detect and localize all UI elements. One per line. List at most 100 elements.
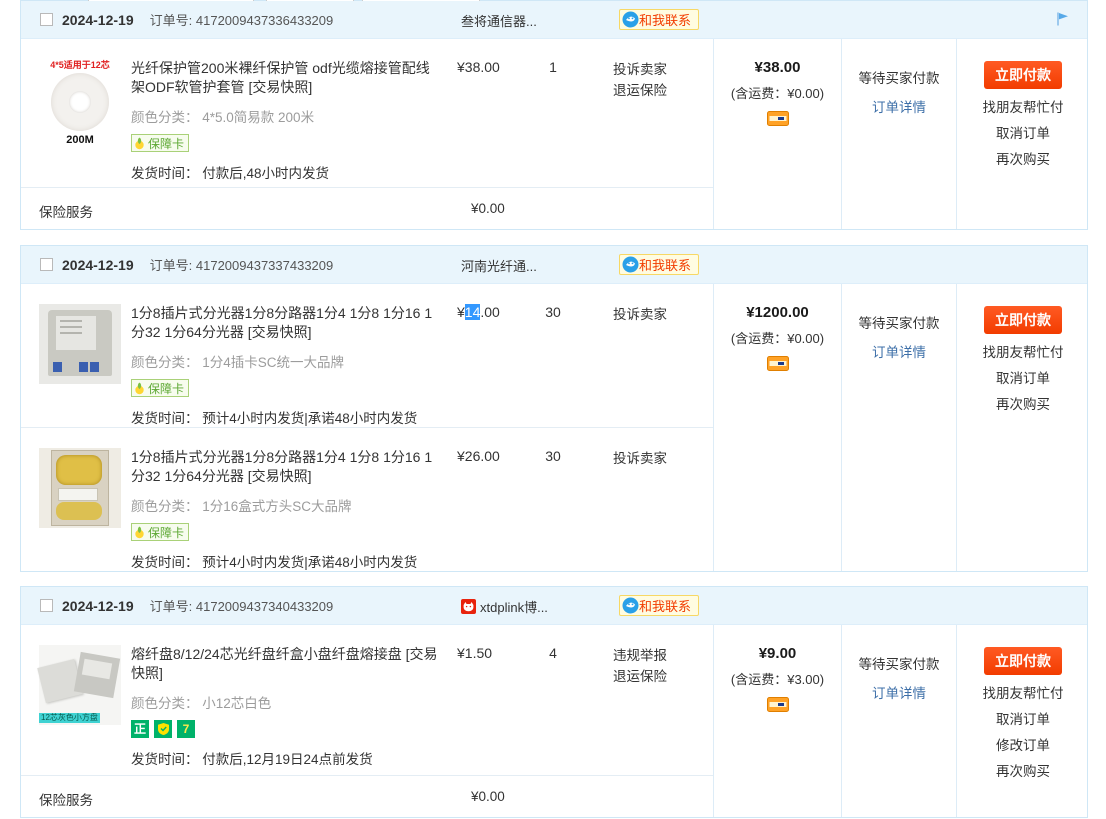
friend-help-pay-link[interactable]: 找朋友帮忙付 bbox=[982, 100, 1064, 115]
pay-now-button[interactable]: 立即付款 bbox=[984, 306, 1062, 334]
image-overlay-text: 12芯灰色小方盘 bbox=[39, 713, 100, 723]
order-total-amount: ¥9.00 bbox=[758, 645, 797, 662]
bank-card-icon bbox=[714, 111, 841, 131]
complain-seller-link[interactable]: 投诉卖家 bbox=[613, 307, 667, 322]
order-actions-column: 立即付款 找朋友帮忙付 取消订单 再次购买 bbox=[956, 39, 1089, 229]
order-date: 2024-12-19 bbox=[62, 11, 134, 28]
order-detail-link[interactable]: 订单详情 bbox=[872, 100, 926, 115]
cancel-order-link[interactable]: 取消订单 bbox=[996, 712, 1050, 727]
item-quantity: 4 bbox=[549, 645, 557, 661]
order-number: 订单号: 4172009437336433209 bbox=[149, 13, 334, 28]
guarantee-card-badge: 保障卡 bbox=[131, 134, 190, 152]
order-total-column: ¥9.00 (含运费：¥3.00) bbox=[713, 625, 841, 817]
friend-help-pay-link[interactable]: 找朋友帮忙付 bbox=[982, 345, 1064, 360]
order-date: 2024-12-19 bbox=[62, 597, 134, 614]
buy-again-link[interactable]: 再次购买 bbox=[996, 397, 1050, 412]
buy-again-link[interactable]: 再次购买 bbox=[996, 152, 1050, 167]
contact-seller-badge[interactable]: 和我联系 bbox=[619, 595, 700, 616]
item-actions: 违规举报 退运保险 bbox=[585, 645, 695, 775]
order-item-row: 1分8插片式分光器1分8分路器1分4 1分8 1分16 1分32 1分64分光器… bbox=[21, 284, 713, 427]
order-number: 订单号: 4172009437340433209 bbox=[149, 599, 334, 614]
return-insurance-link[interactable]: 退运保险 bbox=[613, 669, 667, 684]
order-shipping-fee: (含运费：¥0.00) bbox=[730, 331, 825, 346]
product-title[interactable]: 熔纤盘8/12/24芯光纤盘纤盒小盘纤盘熔接盘 [交易快照] bbox=[131, 646, 438, 681]
shipping-time: 发货时间： 付款后,12月19日24点前发货 bbox=[131, 752, 373, 767]
product-image[interactable] bbox=[39, 304, 121, 427]
contact-seller-badge[interactable]: 和我联系 bbox=[619, 9, 700, 30]
order-status-column: 等待买家付款 订单详情 bbox=[841, 625, 956, 817]
item-price: ¥38.00 bbox=[457, 59, 500, 75]
order-detail-link[interactable]: 订单详情 bbox=[872, 686, 926, 701]
modify-order-link[interactable]: 修改订单 bbox=[996, 738, 1050, 753]
pay-now-button[interactable]: 立即付款 bbox=[984, 61, 1062, 89]
report-violation-link[interactable]: 违规举报 bbox=[613, 648, 667, 663]
tmall-cat-icon bbox=[461, 598, 476, 614]
insurance-service-row: 保险服务 ¥0.00 bbox=[21, 187, 713, 229]
item-actions: 投诉卖家 bbox=[585, 448, 695, 571]
complain-seller-link[interactable]: 投诉卖家 bbox=[613, 451, 667, 466]
order-checkbox[interactable] bbox=[40, 13, 53, 26]
order-item-row: 12芯灰色小方盘 熔纤盘8/12/24芯光纤盘纤盒小盘纤盘熔接盘 [交易快照] … bbox=[21, 625, 713, 775]
seller-name[interactable]: 叁将通信器... bbox=[461, 13, 537, 29]
cancel-order-link[interactable]: 取消订单 bbox=[996, 371, 1050, 386]
item-actions: 投诉卖家 bbox=[585, 304, 695, 427]
insurance-service-row: 保险服务 ¥0.00 bbox=[21, 775, 713, 817]
shield-icon bbox=[154, 720, 172, 738]
item-actions: 投诉卖家 退运保险 bbox=[585, 59, 695, 187]
order-status-column: 等待买家付款 订单详情 bbox=[841, 284, 956, 571]
order-block: 2024-12-19 订单号: 4172009437336433209 叁将通信… bbox=[20, 0, 1088, 230]
product-sku: 颜色分类： 4*5.0简易款 200米 bbox=[131, 110, 315, 125]
contact-seller-badge[interactable]: 和我联系 bbox=[619, 254, 700, 275]
image-overlay-text: 200M bbox=[66, 134, 94, 146]
product-title[interactable]: 光纤保护管200米裸纤保护管 odf光缆熔接管配线架ODF软管护套管 [交易快照… bbox=[131, 60, 430, 95]
product-image[interactable]: 4*5适用于12芯 200M bbox=[39, 59, 121, 187]
fiber-coil-graphic bbox=[51, 73, 109, 131]
guarantee-card-badge: 保障卡 bbox=[131, 523, 190, 541]
order-status: 等待买家付款 bbox=[858, 71, 940, 86]
product-image[interactable] bbox=[39, 448, 121, 571]
order-checkbox[interactable] bbox=[40, 599, 53, 612]
flag-icon[interactable] bbox=[1053, 10, 1071, 33]
insurance-price: ¥0.00 bbox=[471, 201, 505, 216]
insurance-label: 保险服务 bbox=[39, 205, 93, 220]
item-price: ¥26.00 bbox=[457, 448, 500, 464]
seller-name[interactable]: 河南光纤通... bbox=[461, 258, 537, 274]
complain-seller-link[interactable]: 投诉卖家 bbox=[613, 62, 667, 77]
tray-product-photo: 12芯灰色小方盘 bbox=[37, 645, 121, 725]
buy-again-link[interactable]: 再次购买 bbox=[996, 764, 1050, 779]
order-actions-column: 立即付款 找朋友帮忙付 取消订单 再次购买 bbox=[956, 284, 1089, 571]
order-shipping-fee: (含运费：¥3.00) bbox=[730, 672, 825, 687]
order-status: 等待买家付款 bbox=[858, 657, 940, 672]
order-header: 2024-12-19 订单号: 4172009437336433209 叁将通信… bbox=[21, 1, 1087, 39]
item-quantity: 1 bbox=[549, 59, 557, 75]
order-checkbox[interactable] bbox=[40, 258, 53, 271]
order-number: 订单号: 4172009437337433209 bbox=[149, 258, 334, 273]
item-price: ¥14.00 bbox=[457, 304, 500, 320]
guarantee-card-badge: 保障卡 bbox=[131, 379, 190, 397]
order-body: 4*5适用于12芯 200M 光纤保护管200米裸纤保护管 odf光缆熔接管配线… bbox=[21, 39, 1087, 229]
product-image[interactable]: 12芯灰色小方盘 bbox=[37, 645, 121, 775]
order-item-row: 1分8插片式分光器1分8分路器1分4 1分8 1分16 1分32 1分64分光器… bbox=[21, 427, 713, 571]
coil-product-photo: 4*5适用于12芯 200M bbox=[39, 59, 121, 155]
splitter-product-photo bbox=[39, 304, 121, 384]
product-sku: 颜色分类： 1分4插卡SC统一大品牌 bbox=[131, 355, 345, 370]
bank-card-icon bbox=[714, 697, 841, 717]
cancel-order-link[interactable]: 取消订单 bbox=[996, 126, 1050, 141]
order-item-row: 4*5适用于12芯 200M 光纤保护管200米裸纤保护管 odf光缆熔接管配线… bbox=[21, 39, 713, 187]
bank-card-icon bbox=[714, 356, 841, 376]
product-title[interactable]: 1分8插片式分光器1分8分路器1分4 1分8 1分16 1分32 1分64分光器… bbox=[131, 305, 433, 340]
return-insurance-link[interactable]: 退运保险 bbox=[613, 83, 667, 98]
friend-help-pay-link[interactable]: 找朋友帮忙付 bbox=[982, 686, 1064, 701]
wangwang-chat-icon bbox=[622, 256, 639, 273]
hand-sprout-icon bbox=[135, 137, 144, 150]
insurance-label: 保险服务 bbox=[39, 793, 93, 808]
pay-now-button[interactable]: 立即付款 bbox=[984, 647, 1062, 675]
product-title[interactable]: 1分8插片式分光器1分8分路器1分4 1分8 1分16 1分32 1分64分光器… bbox=[131, 449, 433, 484]
order-detail-link[interactable]: 订单详情 bbox=[872, 345, 926, 360]
wangwang-chat-icon bbox=[622, 597, 639, 614]
wangwang-chat-icon bbox=[622, 11, 639, 28]
order-total-column: ¥38.00 (含运费：¥0.00) bbox=[713, 39, 841, 229]
order-shipping-fee: (含运费：¥0.00) bbox=[730, 86, 825, 101]
seller-name[interactable]: xtdplink博... bbox=[461, 587, 548, 625]
